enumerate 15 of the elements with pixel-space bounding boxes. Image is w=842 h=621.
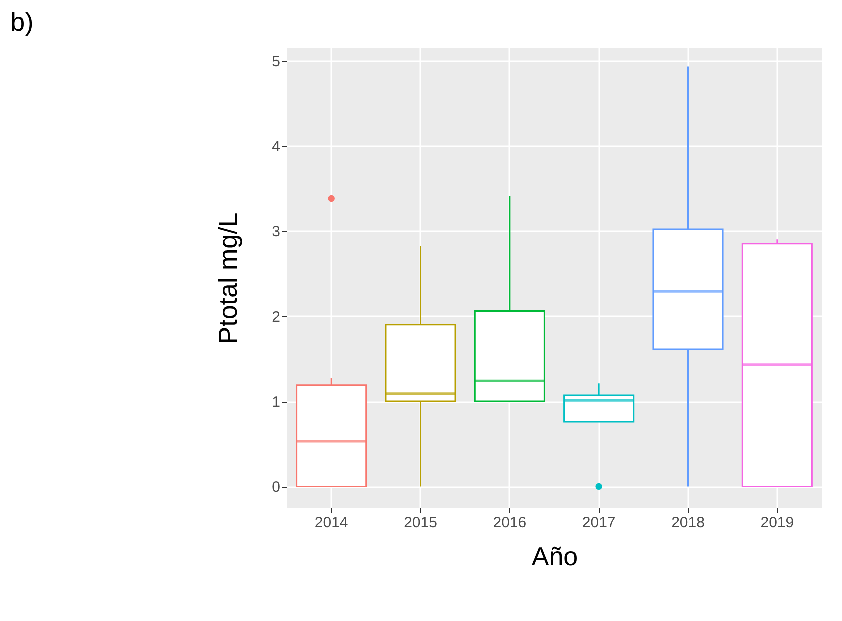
y-axis-title: Ptotal mg/L bbox=[213, 212, 244, 344]
x-tick-label: 2019 bbox=[760, 514, 794, 532]
x-tick-label: 2018 bbox=[672, 514, 705, 532]
y-tick-label: 3 bbox=[272, 224, 280, 241]
y-tick-label: 4 bbox=[272, 138, 280, 156]
x-tick-label: 2015 bbox=[404, 514, 438, 532]
x-tick-label: 2016 bbox=[493, 514, 527, 532]
x-axis-title: Año bbox=[532, 542, 578, 572]
y-tick-label: 0 bbox=[272, 479, 280, 496]
text: b) bbox=[10, 7, 34, 37]
y-tick-label: 1 bbox=[272, 394, 280, 412]
y-tick-label: 2 bbox=[272, 308, 280, 326]
y-tick-label: 5 bbox=[272, 53, 280, 70]
x-tick-label: 2017 bbox=[582, 514, 616, 532]
x-tick-label: 2014 bbox=[314, 514, 348, 532]
